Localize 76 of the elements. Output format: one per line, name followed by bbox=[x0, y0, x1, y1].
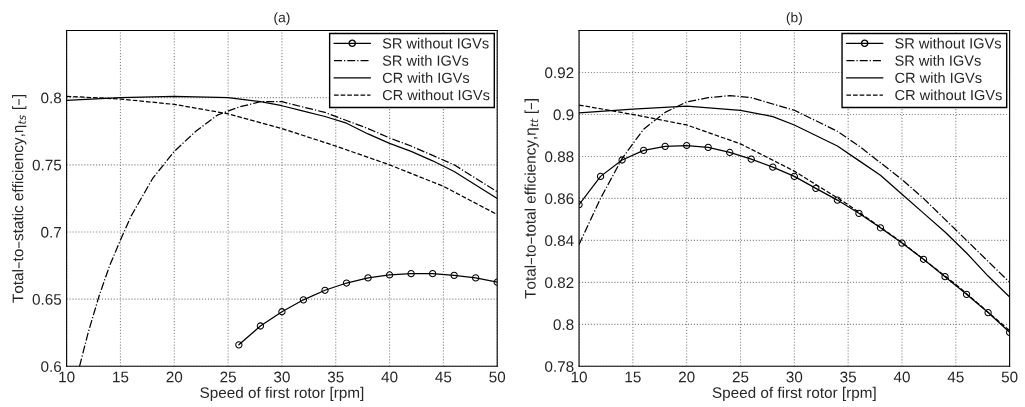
y-tick-label: 0.84 bbox=[545, 235, 574, 247]
point bbox=[962, 290, 971, 298]
point bbox=[790, 172, 798, 181]
point bbox=[618, 156, 626, 164]
point bbox=[683, 141, 691, 150]
x-tick-label: 45 bbox=[947, 371, 964, 383]
point bbox=[769, 163, 777, 171]
point bbox=[278, 308, 286, 316]
y-tick-label: 0.9 bbox=[553, 109, 574, 121]
point bbox=[747, 155, 755, 163]
x-tick-label: 20 bbox=[678, 371, 695, 383]
x-tick-label: 35 bbox=[327, 371, 344, 383]
y-tick-label: 0.82 bbox=[545, 277, 574, 289]
legend-label: SR with IGVs bbox=[895, 55, 981, 66]
point bbox=[342, 279, 351, 287]
y-tick-label: 0.6 bbox=[41, 361, 62, 372]
point bbox=[639, 146, 648, 154]
legend-label: SR without IGVs bbox=[895, 37, 1001, 49]
point bbox=[596, 172, 605, 181]
point bbox=[876, 224, 885, 232]
x-tick-label: 20 bbox=[166, 371, 183, 383]
legend-label: CR without IGVs bbox=[895, 89, 1002, 101]
point bbox=[704, 143, 712, 152]
point bbox=[299, 296, 308, 304]
point bbox=[833, 196, 842, 204]
point bbox=[919, 255, 928, 263]
point bbox=[812, 184, 820, 192]
x-tick-label: 40 bbox=[381, 371, 398, 383]
y-tick-label: 0.92 bbox=[545, 67, 574, 79]
x-tick-label: 25 bbox=[220, 371, 236, 383]
point bbox=[450, 271, 458, 280]
x-tick-label: 15 bbox=[625, 371, 641, 383]
point bbox=[407, 269, 415, 278]
point bbox=[941, 273, 949, 281]
y-tick-label: 0.75 bbox=[32, 159, 62, 171]
point bbox=[321, 286, 329, 294]
y-tick-label: 0.8 bbox=[41, 92, 62, 104]
legend-label: SR without IGVs bbox=[382, 37, 489, 49]
x-tick-label: 40 bbox=[893, 371, 910, 383]
legend-label: CR without IGVs bbox=[382, 89, 490, 101]
x-tick-label: 10 bbox=[571, 371, 587, 383]
legend-label: CR with IGVs bbox=[382, 72, 470, 84]
legend-label: SR with IGVs bbox=[382, 55, 469, 66]
x-tick-label: 50 bbox=[489, 371, 506, 383]
x-tick-label: 15 bbox=[113, 371, 129, 383]
chart-title: (b) bbox=[786, 12, 802, 26]
x-tick-label: 30 bbox=[786, 371, 803, 383]
point bbox=[855, 209, 863, 217]
x-tick-label: 35 bbox=[840, 371, 857, 383]
point bbox=[898, 239, 906, 247]
y-axis-title: Total–to–total efficiency,η$_{tt}$ [–] bbox=[524, 99, 539, 299]
legend-label: CR with IGVs bbox=[895, 72, 982, 84]
x-tick-label: 50 bbox=[1001, 371, 1018, 383]
x-axis-title: Speed of first rotor [rpm] bbox=[200, 386, 364, 402]
y-tick-label: 0.78 bbox=[545, 361, 574, 372]
x-axis-title: Speed of first rotor [rpm] bbox=[712, 386, 876, 402]
y-tick-label: 0.88 bbox=[545, 151, 574, 163]
point bbox=[661, 142, 669, 151]
x-tick-label: 25 bbox=[732, 371, 749, 383]
point bbox=[428, 269, 437, 278]
point bbox=[984, 308, 992, 317]
point bbox=[364, 274, 372, 282]
y-tick-label: 0.65 bbox=[32, 294, 62, 305]
point bbox=[472, 274, 480, 282]
chart-title: (a) bbox=[274, 12, 290, 26]
y-tick-label: 0.86 bbox=[545, 193, 574, 205]
point bbox=[726, 148, 734, 157]
y-tick-label: 0.8 bbox=[553, 319, 574, 331]
point bbox=[256, 322, 265, 330]
x-tick-label: 30 bbox=[274, 371, 290, 383]
y-tick-label: 0.7 bbox=[41, 226, 61, 238]
y-axis-title: Total–to–static efficiency,η$_{ts}$ [–] bbox=[12, 95, 27, 303]
point bbox=[235, 341, 243, 349]
x-tick-label: 10 bbox=[59, 371, 75, 383]
point bbox=[385, 271, 394, 279]
x-tick-label: 45 bbox=[435, 371, 452, 383]
